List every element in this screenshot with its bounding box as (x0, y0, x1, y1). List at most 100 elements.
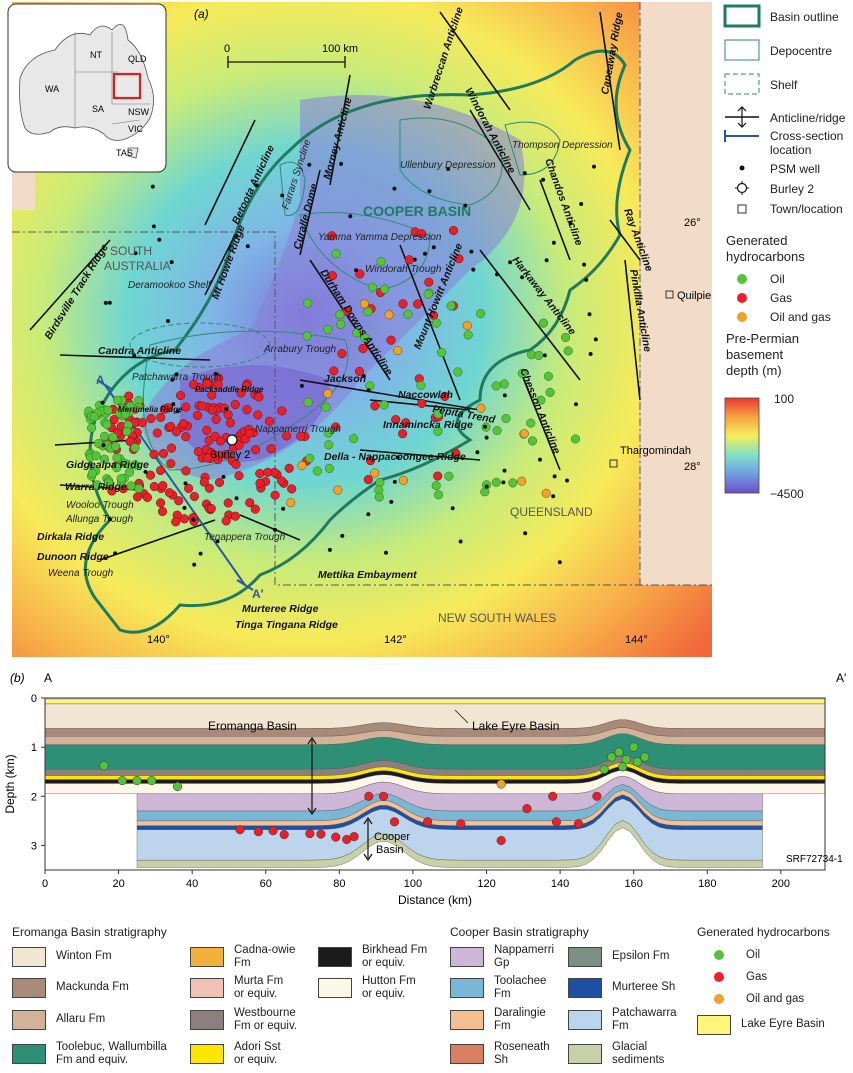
oil-well (102, 419, 112, 429)
section-end-a: A (96, 373, 105, 387)
psm-well (588, 352, 593, 356)
depocentre-nappamerri (142, 330, 349, 471)
oil-well (376, 257, 386, 267)
psm-well (339, 161, 344, 166)
strat-swatch (568, 947, 602, 967)
psm-well (587, 312, 592, 317)
oil-well-section (599, 764, 609, 774)
psm-well (113, 551, 118, 556)
oil-gas-well (359, 299, 369, 309)
gas-well (202, 425, 212, 435)
oil-well (335, 310, 345, 320)
oil-well (363, 307, 373, 317)
strat-swatch (318, 978, 352, 998)
oil-well (323, 324, 333, 335)
x-tick-label: 60 (260, 878, 272, 890)
oil-well-section (172, 781, 183, 792)
gas-well (424, 277, 434, 287)
gas-well (193, 447, 203, 457)
legend-depth-2: basement (726, 347, 784, 362)
psm-well (281, 506, 286, 511)
gas-well (211, 414, 221, 424)
legend-town: Town/location (770, 202, 843, 216)
oil-well (433, 409, 443, 419)
gas-well (255, 478, 265, 488)
gas-well (413, 299, 423, 309)
psm-well (143, 469, 148, 474)
oil-gas-well (519, 429, 529, 439)
gas-well (234, 440, 244, 450)
psm-well (551, 240, 556, 245)
gas-well (223, 498, 233, 508)
label-merrimelia: Merrimelia Ridge (118, 405, 183, 414)
gas-well (206, 503, 216, 514)
oil-well (321, 402, 331, 412)
oil-well (89, 412, 99, 422)
gas-well (277, 406, 287, 416)
gas-well (149, 449, 159, 459)
psm-well (361, 374, 366, 378)
gas-well (132, 492, 143, 502)
psm-well (574, 402, 578, 407)
psm-well (103, 300, 108, 305)
x-tick-label: 40 (186, 878, 198, 890)
gas-well (137, 418, 147, 428)
oil-well-section (117, 776, 127, 786)
label-candra: Candra Anticline (98, 345, 181, 357)
gas-well (263, 467, 273, 477)
x-tick-label: 0 (42, 878, 48, 890)
gas-well (401, 418, 411, 428)
gas-well (166, 421, 176, 431)
gas-well-section (268, 826, 278, 836)
strat-label: Mackunda Fm (56, 981, 129, 993)
psm-well (463, 203, 468, 208)
oil-gas-well (462, 321, 472, 331)
anticline-lines (29, 11, 641, 561)
psm-well (132, 353, 137, 358)
psm-well (412, 257, 417, 262)
legend-cross-section-2: location (770, 143, 812, 157)
oil-well (103, 405, 113, 415)
strat-swatch (450, 978, 484, 998)
label-jackson: Jackson (324, 373, 366, 385)
town-quilpie-marker (665, 290, 674, 299)
oil-well (508, 478, 518, 488)
oil-well (431, 318, 441, 328)
label-tinga: Tinga Tingana Ridge (235, 619, 338, 631)
gas-well (391, 415, 401, 425)
psm-well (182, 505, 187, 510)
cross-section-chart: (b) A A′ 0 20 40 60 80 100 120 140 160 180 200 0 1 2 3… (3, 671, 847, 907)
gas-well (179, 514, 189, 524)
strat-label: Cadna-owie Fm (234, 944, 296, 969)
label-nappamerri: Nappamerri Trough (255, 424, 341, 435)
gas-well (166, 443, 177, 453)
psm-well (584, 277, 589, 282)
gas-well (213, 380, 223, 390)
oil-gas-well (286, 498, 296, 508)
legend-gas: Gas (770, 291, 793, 305)
oil-well (120, 458, 130, 469)
map-legend (723, 4, 761, 494)
psm-well (170, 377, 175, 382)
strat-swatch (190, 978, 224, 998)
strat-label: Epsilon Fm (612, 950, 670, 962)
psm-well (245, 244, 250, 249)
strat-swatch (568, 1044, 602, 1064)
hydro-strat-title: Generated hydrocarbons (697, 925, 830, 939)
eromanga-strat-title: Eromanga Basin stratigraphy (12, 925, 167, 939)
legend-oil: Oil (770, 272, 785, 286)
inset-qld: QLD (128, 54, 147, 64)
gas-well (287, 484, 297, 494)
psm-well (392, 186, 397, 191)
psm-well (582, 262, 587, 267)
y-tick-label: 3 (31, 840, 37, 852)
inset-study-area (112, 72, 142, 100)
psm-well (427, 189, 432, 194)
gas-well (245, 498, 255, 508)
town-thargomindah-marker (609, 459, 618, 468)
label-deramookoo: Deramookoo Shelf (128, 280, 212, 291)
oil-well (352, 328, 362, 338)
gas-well (284, 463, 294, 473)
scale-bar: 0 100 km (224, 43, 358, 68)
state-border (12, 231, 712, 586)
